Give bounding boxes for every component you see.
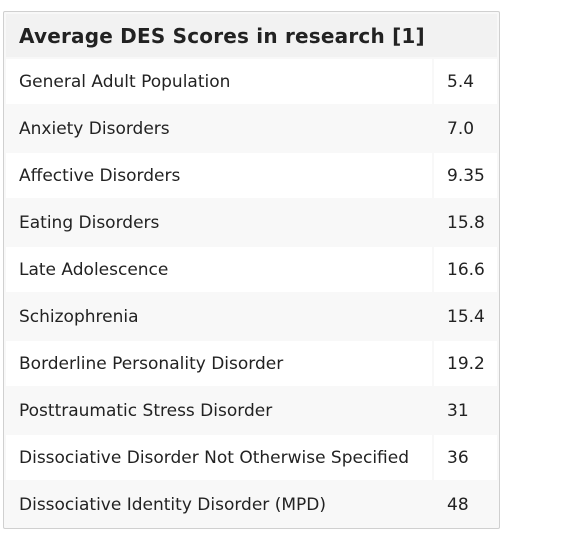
row-value: 48 bbox=[434, 482, 497, 527]
table-row: Posttraumatic Stress Disorder 31 bbox=[6, 388, 497, 433]
row-label: Eating Disorders bbox=[6, 200, 432, 245]
table-row: General Adult Population 5.4 bbox=[6, 59, 497, 104]
row-label: Schizophrenia bbox=[6, 294, 432, 339]
row-label: Affective Disorders bbox=[6, 153, 432, 198]
row-value: 36 bbox=[434, 435, 497, 480]
row-label: Anxiety Disorders bbox=[6, 106, 432, 151]
table-row: Borderline Personality Disorder 19.2 bbox=[6, 341, 497, 386]
row-label: Late Adolescence bbox=[6, 247, 432, 292]
row-value: 15.8 bbox=[434, 200, 497, 245]
row-value: 7.0 bbox=[434, 106, 497, 151]
des-table: Average DES Scores in research [1] Gener… bbox=[4, 12, 499, 528]
table-row: Affective Disorders 9.35 bbox=[6, 153, 497, 198]
row-value: 9.35 bbox=[434, 153, 497, 198]
row-label: Posttraumatic Stress Disorder bbox=[6, 388, 432, 433]
table-row: Dissociative Disorder Not Otherwise Spec… bbox=[6, 435, 497, 480]
table-row: Schizophrenia 15.4 bbox=[6, 294, 497, 339]
row-label: Borderline Personality Disorder bbox=[6, 341, 432, 386]
row-label: Dissociative Disorder Not Otherwise Spec… bbox=[6, 435, 432, 480]
table-row: Late Adolescence 16.6 bbox=[6, 247, 497, 292]
table-row: Eating Disorders 15.8 bbox=[6, 200, 497, 245]
des-scores-table: Average DES Scores in research [1] Gener… bbox=[3, 11, 500, 529]
table-header-row: Average DES Scores in research [1] bbox=[6, 14, 497, 57]
row-value: 19.2 bbox=[434, 341, 497, 386]
table-row: Dissociative Identity Disorder (MPD) 48 bbox=[6, 482, 497, 527]
table-row: Anxiety Disorders 7.0 bbox=[6, 106, 497, 151]
row-label: General Adult Population bbox=[6, 59, 432, 104]
row-value: 16.6 bbox=[434, 247, 497, 292]
row-value: 15.4 bbox=[434, 294, 497, 339]
row-label: Dissociative Identity Disorder (MPD) bbox=[6, 482, 432, 527]
table-title: Average DES Scores in research [1] bbox=[6, 14, 497, 57]
row-value: 5.4 bbox=[434, 59, 497, 104]
row-value: 31 bbox=[434, 388, 497, 433]
